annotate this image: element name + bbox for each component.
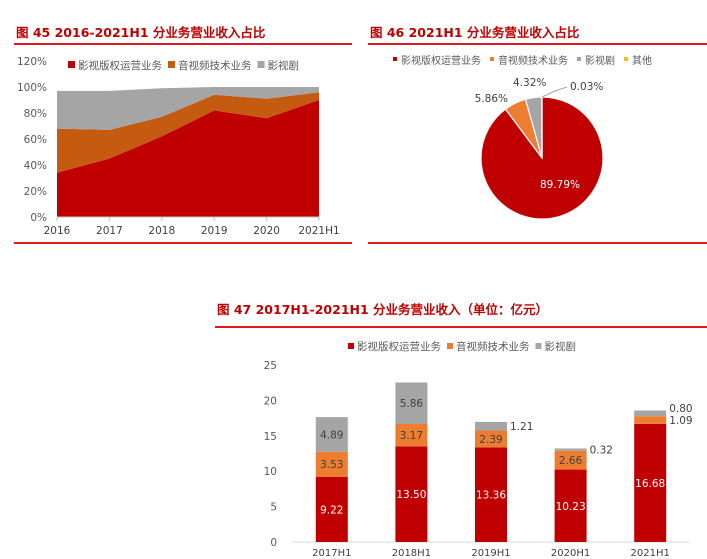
x-tick-label: 2018 [148,225,175,237]
legend-swatch [348,343,354,349]
bar-data-label: 3.17 [400,430,423,442]
bar-data-label: 13.50 [396,489,426,501]
legend-swatch [577,57,581,61]
legend-label: 影视版权运营业务 [401,54,481,67]
bar-segment [395,446,428,542]
divider [215,326,707,328]
bar-segment [395,423,428,447]
pie-label: 0.03% [570,81,603,93]
x-tick-label: 2020H1 [551,548,590,559]
bar-data-label: 1.21 [510,421,533,433]
x-tick-label: 2021H1 [631,548,670,559]
y-tick-label: 15 [264,431,277,443]
y-tick-label: 25 [264,360,277,372]
legend-label: 影视剧 [545,340,577,353]
leader-line [541,86,568,98]
legend-swatch [257,61,265,68]
divider [368,242,707,244]
x-tick-label: 2018H1 [392,548,431,559]
y-tick-label: 20% [24,186,47,198]
divider [368,43,707,45]
legend-label: 其他 [632,54,652,67]
legend-label: 音视频技术业务 [178,59,252,72]
bar-segment [395,382,428,424]
pie-label: 5.86% [475,93,508,105]
y-tick-label: 60% [24,134,47,146]
y-tick-label: 0 [270,537,277,549]
bar-data-label: 2.66 [559,455,583,467]
legend-label: 音视频技术业务 [456,340,530,353]
legend-swatch [68,61,75,68]
divider [14,242,352,244]
legend-label: 音视频技术业务 [498,54,568,67]
bar-segment [315,417,348,452]
bar-data-label: 1.09 [669,415,692,427]
bar-segment [475,430,507,448]
bar-data-label: 9.22 [320,504,343,516]
bar-data-label: 13.36 [476,490,506,502]
y-tick-label: 20 [264,395,277,407]
legend-swatch [624,57,628,61]
y-tick-label: 10 [264,466,277,478]
area-series-1 [57,92,319,173]
x-tick-label: 2017H1 [312,548,351,559]
legend-label: 影视版权运营业务 [78,59,162,72]
y-tick-label: 80% [24,108,47,120]
bar-data-label: 10.23 [556,501,586,513]
bar-data-label: 0.32 [590,445,613,457]
bar-segment [315,451,348,477]
pie-label: 4.32% [513,77,546,89]
legend-swatch [168,61,175,68]
chart45-title: 图 45 2016-2021H1 分业务营业收入占比 [16,25,266,40]
x-tick-label: 2020 [253,225,280,237]
bar-data-label: 4.89 [320,429,343,441]
bar-data-label: 3.53 [320,459,343,471]
legend-swatch [447,343,453,349]
x-tick-label: 2019 [201,225,228,237]
chart47-title: 图 47 2017H1-2021H1 分业务营业收入（单位：亿元） [217,302,549,317]
y-tick-label: 120% [17,56,47,68]
bar-segment [634,410,667,417]
legend-label: 影视剧 [585,54,615,67]
bar-segment [634,416,667,424]
y-tick-label: 40% [24,160,47,172]
legend-swatch [535,343,542,349]
bar-data-label: 2.39 [479,434,502,446]
area-series-0 [57,100,319,217]
bar-segment [475,421,507,431]
y-tick-label: 5 [270,502,277,514]
y-tick-label: 100% [17,82,47,94]
bar-segment [554,448,587,451]
pie-label: 89.79% [540,179,580,191]
area-series-2 [57,87,319,130]
bar-segment [634,423,667,542]
x-tick-label: 2016 [44,225,71,237]
bar-segment [554,469,587,542]
legend-swatch [393,57,397,61]
bar-segment [315,476,348,542]
y-tick-label: 0% [30,212,47,224]
x-tick-label: 2017 [96,225,123,237]
legend-label: 影视剧 [268,59,300,72]
x-tick-label: 2021H1 [298,225,339,237]
divider [14,43,352,45]
legend-swatch [490,57,494,61]
bar-segment [554,450,587,470]
chart46-title: 图 46 2021H1 分业务营业收入占比 [370,25,580,40]
legend-label: 影视版权运营业务 [357,340,441,353]
bar-data-label: 16.68 [635,478,665,490]
bar-data-label: 5.86 [400,398,424,410]
bar-segment [475,447,507,542]
bar-data-label: 0.80 [669,403,692,415]
x-tick-label: 2019H1 [471,548,510,559]
